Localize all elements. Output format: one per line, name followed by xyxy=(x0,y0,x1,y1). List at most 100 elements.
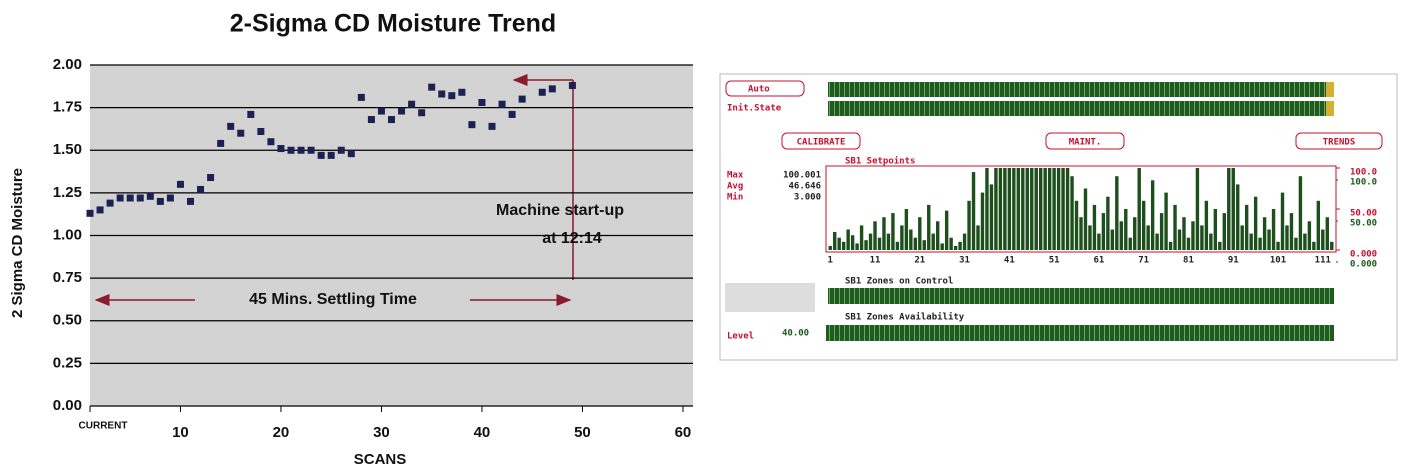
bar xyxy=(1196,168,1199,250)
chart-title: SB1 Setpoints xyxy=(845,156,915,167)
bar xyxy=(860,225,863,250)
bar xyxy=(1236,184,1239,250)
bar xyxy=(1048,168,1051,250)
stat-value: 100.001 xyxy=(783,171,821,181)
y-tick-label: 2.00 xyxy=(53,56,82,73)
annotation: 45 Mins. Settling Time xyxy=(249,291,417,308)
point xyxy=(408,101,415,108)
point xyxy=(478,99,485,106)
bar xyxy=(909,230,912,251)
bar xyxy=(967,201,970,250)
point xyxy=(157,198,164,205)
bar xyxy=(1043,168,1046,250)
point xyxy=(117,194,124,201)
point xyxy=(237,130,244,137)
point xyxy=(107,200,114,207)
bar xyxy=(1061,168,1064,250)
point xyxy=(509,111,516,118)
bar xyxy=(958,242,961,250)
bar xyxy=(829,246,832,250)
y-tick-label: 1.00 xyxy=(53,226,82,243)
bar xyxy=(873,221,876,250)
bar xyxy=(914,238,917,250)
bar xyxy=(1276,242,1279,250)
bar xyxy=(1205,201,1208,250)
x-tick-label: 81 xyxy=(1183,256,1194,266)
point xyxy=(277,145,284,152)
x-tick-label: 41 xyxy=(1004,256,1015,266)
x-tick-label: 61 xyxy=(1093,256,1104,266)
bar xyxy=(842,242,845,250)
status-end xyxy=(1326,101,1334,116)
status-bar xyxy=(828,82,1334,97)
bar xyxy=(1106,197,1109,250)
bar xyxy=(1241,225,1244,250)
x-tick-label: 51 xyxy=(1049,256,1060,266)
bar xyxy=(1169,242,1172,250)
bar xyxy=(1070,176,1073,250)
bar xyxy=(1120,221,1123,250)
bar xyxy=(1008,168,1011,250)
bar xyxy=(1003,168,1006,250)
bar xyxy=(1057,168,1060,250)
bar xyxy=(1330,242,1333,250)
button-label: CALIBRATE xyxy=(797,138,846,148)
bar xyxy=(927,205,930,250)
point xyxy=(147,193,154,200)
bar xyxy=(1209,234,1212,250)
bar xyxy=(1075,201,1078,250)
control-panel: Auto Init.State CALIBRATE MAINT. TRENDS … xyxy=(720,74,1397,360)
x-tick-label: 71 xyxy=(1138,256,1149,266)
bar xyxy=(1111,230,1114,251)
bar xyxy=(1272,209,1275,250)
point xyxy=(378,108,385,115)
point xyxy=(197,186,204,193)
bar xyxy=(1326,217,1329,250)
bar xyxy=(1187,238,1190,250)
y2-tick-label: 100.0 xyxy=(1350,178,1377,188)
level-value: 40.00 xyxy=(782,329,809,339)
point xyxy=(549,85,556,92)
point xyxy=(97,206,104,213)
status-end xyxy=(1326,82,1334,97)
point xyxy=(519,96,526,103)
y-tick-label: 0.75 xyxy=(53,269,82,286)
bar xyxy=(1312,242,1315,250)
bar xyxy=(878,238,881,250)
bar xyxy=(1142,201,1145,250)
section-label: SB1 Zones on Control xyxy=(845,277,953,287)
bar xyxy=(891,213,894,250)
bar xyxy=(846,230,849,251)
point xyxy=(388,116,395,123)
bar xyxy=(855,243,858,250)
point xyxy=(217,140,224,147)
bar xyxy=(1223,213,1226,250)
bar xyxy=(905,209,908,250)
x-tick-label: 21 xyxy=(914,256,925,266)
bar xyxy=(963,234,966,250)
bar xyxy=(900,225,903,250)
point xyxy=(368,116,375,123)
point xyxy=(318,152,325,159)
point xyxy=(227,123,234,130)
trend-chart: 2-Sigma CD Moisture Trend SCANS 2 Sigma … xyxy=(9,10,693,468)
point xyxy=(187,198,194,205)
point xyxy=(418,109,425,116)
x-tick-label: 40 xyxy=(474,424,491,441)
screen: 2-Sigma CD Moisture Trend SCANS 2 Sigma … xyxy=(0,0,1409,471)
bar xyxy=(999,168,1002,250)
x-tick-label: 111 xyxy=(1315,256,1331,266)
bar xyxy=(1218,242,1221,250)
bar xyxy=(1258,238,1261,250)
stat-value: 3.000 xyxy=(794,193,821,203)
section-label: SB1 Zones Availability xyxy=(845,312,965,323)
bar xyxy=(954,246,957,250)
point xyxy=(348,150,355,157)
bar xyxy=(945,211,948,250)
x-tick-label: 20 xyxy=(273,424,290,441)
y-tick-label: 50.00 xyxy=(1350,209,1377,219)
annotation: at 12:14 xyxy=(542,230,602,247)
bar xyxy=(1151,180,1154,250)
bar xyxy=(887,234,890,250)
y-tick-label: 100.0 xyxy=(1350,168,1377,178)
